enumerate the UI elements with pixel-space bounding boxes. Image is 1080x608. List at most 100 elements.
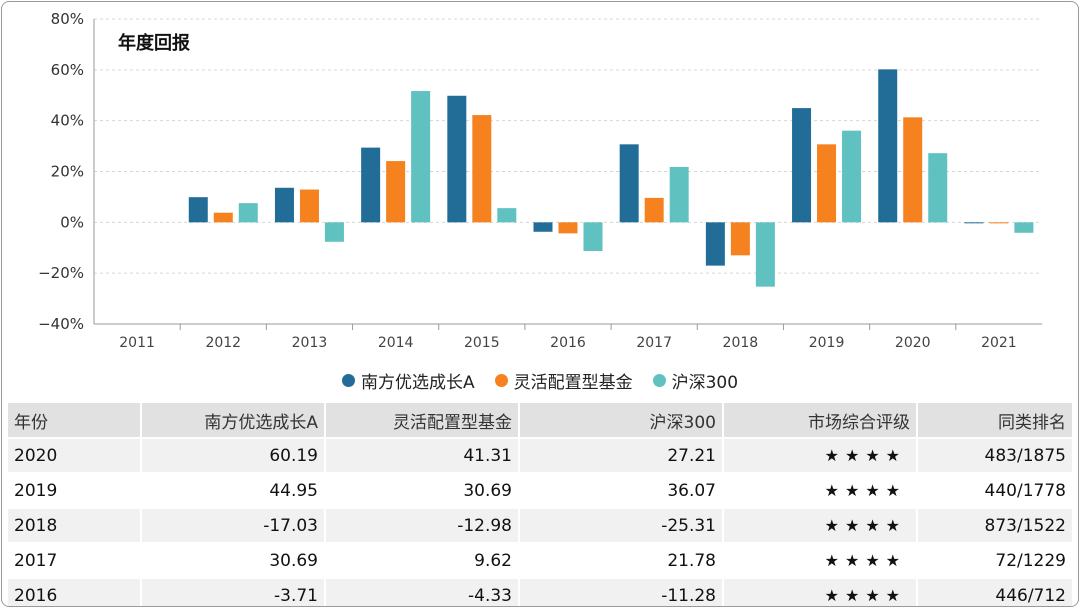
x-tick-label: 2020 <box>895 335 931 351</box>
cell-index: 36.07 <box>519 472 724 508</box>
y-tick-label: −40% <box>38 315 84 333</box>
table-header-row: 年份 南方优选成长A 灵活配置型基金 沪深300 市场综合评级 同类排名 <box>8 403 1074 438</box>
cell-rank: 72/1229 <box>917 542 1074 578</box>
y-tick-label: 40% <box>51 112 84 130</box>
y-tick-label: 20% <box>51 163 84 181</box>
bar <box>817 144 837 223</box>
cell-rating: ★★★★ <box>723 437 918 473</box>
bar <box>928 153 948 223</box>
table-row: 2016 -3.71 -4.33 -11.28 ★★★★ 446/712 <box>8 577 1074 606</box>
col-header-rank: 同类排名 <box>917 403 1074 438</box>
col-header-rating: 市场综合评级 <box>723 403 918 438</box>
legend-label-index: 沪深300 <box>671 373 739 393</box>
bar <box>842 130 862 223</box>
cell-peer: 41.31 <box>325 437 520 473</box>
legend-label-fund: 南方优选成长A <box>360 373 475 393</box>
cell-year: 2019 <box>8 472 142 508</box>
legend-item-peer[interactable]: 灵活配置型基金 <box>494 368 633 393</box>
bar <box>497 208 517 223</box>
cell-fund: 44.95 <box>141 472 326 508</box>
legend-label-peer: 灵活配置型基金 <box>513 373 633 393</box>
x-tick-label: 2017 <box>636 335 672 351</box>
bar <box>299 189 319 223</box>
cell-rank: 873/1522 <box>917 507 1074 543</box>
yearly-rank-table: 年份 南方优选成长A 灵活配置型基金 沪深300 市场综合评级 同类排名 202… <box>8 403 1074 606</box>
x-tick-label: 2013 <box>292 335 328 351</box>
x-tick-label: 2019 <box>809 335 845 351</box>
bar <box>619 144 639 223</box>
bar <box>274 187 294 223</box>
chart-title: 年度回报 <box>118 32 190 54</box>
cell-rating: ★★★★ <box>723 472 918 508</box>
bar <box>669 166 689 223</box>
cell-fund: 30.69 <box>141 542 326 578</box>
bar <box>730 222 750 256</box>
y-tick-label: 80% <box>51 10 84 28</box>
col-header-peer: 灵活配置型基金 <box>325 403 520 438</box>
cell-index: -11.28 <box>519 577 724 606</box>
cell-peer: -4.33 <box>325 577 520 606</box>
y-tick-label: −20% <box>38 264 84 282</box>
cell-rating: ★★★★ <box>723 577 918 606</box>
bar <box>705 222 725 266</box>
bar <box>386 161 406 223</box>
bar <box>792 108 812 223</box>
bar <box>213 212 233 223</box>
cell-index: 27.21 <box>519 437 724 473</box>
cell-rank: 440/1778 <box>917 472 1074 508</box>
col-header-fund: 南方优选成长A <box>141 403 326 438</box>
cell-fund: -17.03 <box>141 507 326 543</box>
bar <box>878 69 898 223</box>
x-tick-label: 2018 <box>723 335 759 351</box>
cell-fund: -3.71 <box>141 577 326 606</box>
cell-year: 2016 <box>8 577 142 606</box>
col-header-year: 年份 <box>8 403 142 438</box>
cell-fund: 60.19 <box>141 437 326 473</box>
bar <box>411 91 431 223</box>
table-row: 2018 -17.03 -12.98 -25.31 ★★★★ 873/1522 <box>8 507 1074 543</box>
legend-dot-peer-icon <box>494 374 508 387</box>
bar <box>755 222 775 287</box>
cell-peer: 30.69 <box>325 472 520 508</box>
chart-legend: 南方优选成长A 灵活配置型基金 沪深300 <box>2 368 1078 393</box>
table-row: 2019 44.95 30.69 36.07 ★★★★ 440/1778 <box>8 472 1074 508</box>
bar <box>238 203 258 223</box>
annual-return-chart: 80% 60% 40% 20% 0% −20% −40% 2011 2012 2013 2014 20… <box>38 10 1042 351</box>
cell-index: -25.31 <box>519 507 724 543</box>
x-tick-label: 2021 <box>981 335 1017 351</box>
bar <box>472 115 492 223</box>
bar <box>447 95 467 223</box>
legend-dot-fund-icon <box>341 374 355 387</box>
legend-dot-index-icon <box>652 374 666 387</box>
cell-year: 2017 <box>8 542 142 578</box>
cell-year: 2018 <box>8 507 142 543</box>
x-tick-label: 2015 <box>464 335 500 351</box>
bar <box>644 197 664 223</box>
bar <box>558 222 578 234</box>
cell-rank: 446/712 <box>917 577 1074 606</box>
cell-peer: 9.62 <box>325 542 520 578</box>
x-tick-label: 2011 <box>119 335 155 351</box>
table-row: 2020 60.19 41.31 27.21 ★★★★ 483/1875 <box>8 437 1074 473</box>
legend-item-index[interactable]: 沪深300 <box>652 368 739 393</box>
cell-rank: 483/1875 <box>917 437 1074 473</box>
y-tick-label: 60% <box>51 61 84 79</box>
bar <box>188 197 208 223</box>
bar <box>533 222 553 232</box>
bar <box>989 222 1009 224</box>
bar <box>361 147 381 223</box>
col-header-index: 沪深300 <box>519 403 724 438</box>
table-row: 2017 30.69 9.62 21.78 ★★★★ 72/1229 <box>8 542 1074 578</box>
y-tick-label: 0% <box>60 213 84 231</box>
legend-item-fund[interactable]: 南方优选成长A <box>341 368 475 393</box>
cell-year: 2020 <box>8 437 142 473</box>
cell-index: 21.78 <box>519 542 724 578</box>
cell-rating: ★★★★ <box>723 542 918 578</box>
x-tick-label: 2012 <box>205 335 241 351</box>
cell-rating: ★★★★ <box>723 507 918 543</box>
bar <box>1014 222 1034 233</box>
x-tick-label: 2014 <box>378 335 414 351</box>
bar <box>964 222 984 224</box>
cell-peer: -12.98 <box>325 507 520 543</box>
